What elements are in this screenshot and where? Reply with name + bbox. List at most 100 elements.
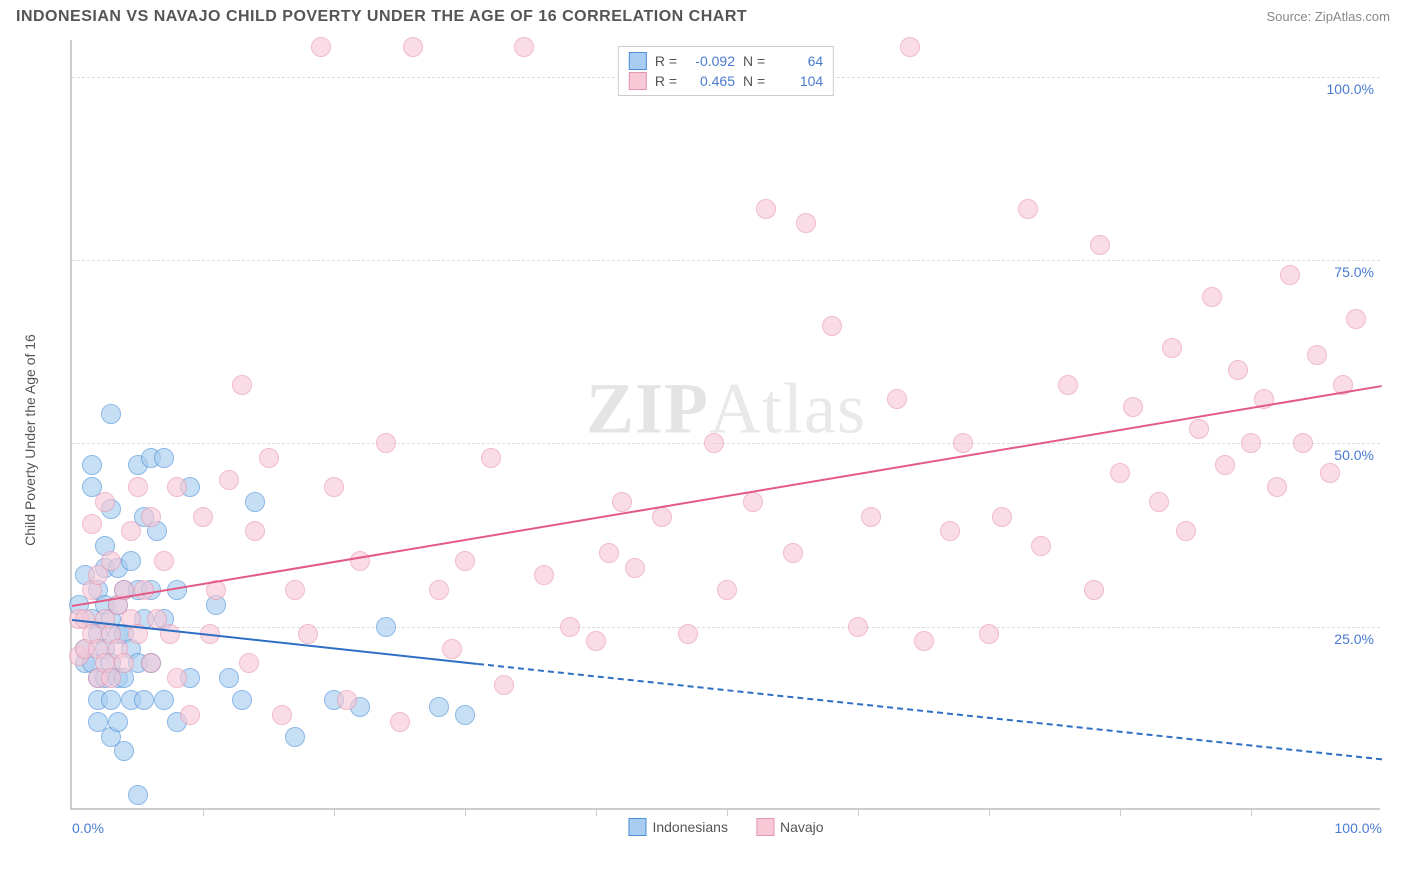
- stats-row-indonesians: R = -0.092 N = 64: [629, 51, 823, 71]
- scatter-point-navajo: [1202, 287, 1222, 307]
- scatter-point-navajo: [160, 624, 180, 644]
- scatter-point-indonesians: [101, 404, 121, 424]
- scatter-point-navajo: [134, 580, 154, 600]
- scatter-point-navajo: [1320, 463, 1340, 483]
- scatter-point-indonesians: [219, 668, 239, 688]
- x-tick-label: 100.0%: [1335, 820, 1382, 836]
- scatter-point-navajo: [1346, 309, 1366, 329]
- n-label: N =: [743, 73, 765, 89]
- swatch-navajo: [756, 818, 774, 836]
- scatter-point-indonesians: [82, 455, 102, 475]
- scatter-point-navajo: [717, 580, 737, 600]
- y-tick-label: 75.0%: [1334, 264, 1374, 280]
- chart-title: INDONESIAN VS NAVAJO CHILD POVERTY UNDER…: [16, 8, 747, 26]
- scatter-point-navajo: [1267, 477, 1287, 497]
- header: INDONESIAN VS NAVAJO CHILD POVERTY UNDER…: [0, 0, 1406, 30]
- scatter-point-navajo: [167, 668, 187, 688]
- gridline-h: [72, 443, 1380, 444]
- scatter-point-indonesians: [429, 697, 449, 717]
- y-tick-label: 100.0%: [1327, 81, 1374, 97]
- scatter-point-navajo: [403, 37, 423, 57]
- scatter-point-indonesians: [154, 690, 174, 710]
- swatch-indonesians: [628, 818, 646, 836]
- source-attribution: Source: ZipAtlas.com: [1266, 9, 1390, 24]
- scatter-point-navajo: [1176, 521, 1196, 541]
- y-tick-label: 25.0%: [1334, 631, 1374, 647]
- scatter-point-navajo: [1058, 375, 1078, 395]
- scatter-point-navajo: [193, 507, 213, 527]
- scatter-point-navajo: [219, 470, 239, 490]
- r-value-indonesians: -0.092: [685, 53, 735, 69]
- scatter-point-navajo: [455, 551, 475, 571]
- scatter-point-navajo: [429, 580, 449, 600]
- scatter-point-navajo: [1189, 419, 1209, 439]
- scatter-point-navajo: [239, 653, 259, 673]
- scatter-point-navajo: [1162, 338, 1182, 358]
- source-prefix: Source:: [1266, 9, 1314, 24]
- scatter-point-navajo: [1123, 397, 1143, 417]
- scatter-point-navajo: [783, 543, 803, 563]
- scatter-point-navajo: [900, 37, 920, 57]
- scatter-point-navajo: [822, 316, 842, 336]
- watermark: ZIPAtlas: [586, 367, 866, 450]
- scatter-point-navajo: [1110, 463, 1130, 483]
- scatter-point-navajo: [652, 507, 672, 527]
- scatter-point-navajo: [514, 37, 534, 57]
- scatter-point-indonesians: [121, 551, 141, 571]
- scatter-point-navajo: [887, 389, 907, 409]
- scatter-point-indonesians: [232, 690, 252, 710]
- scatter-point-navajo: [756, 199, 776, 219]
- scatter-point-navajo: [599, 543, 619, 563]
- x-tick: [465, 808, 466, 816]
- scatter-point-navajo: [992, 507, 1012, 527]
- scatter-point-navajo: [154, 551, 174, 571]
- scatter-point-navajo: [311, 37, 331, 57]
- scatter-point-navajo: [1228, 360, 1248, 380]
- scatter-point-navajo: [1084, 580, 1104, 600]
- scatter-point-navajo: [272, 705, 292, 725]
- legend-label-indonesians: Indonesians: [652, 819, 728, 835]
- scatter-point-navajo: [232, 375, 252, 395]
- scatter-point-navajo: [1031, 536, 1051, 556]
- r-label: R =: [655, 73, 677, 89]
- stats-box: R = -0.092 N = 64 R = 0.465 N = 104: [618, 46, 834, 96]
- scatter-point-navajo: [141, 653, 161, 673]
- trend-line-dashed: [478, 663, 1382, 760]
- scatter-point-navajo: [180, 705, 200, 725]
- scatter-point-navajo: [121, 521, 141, 541]
- scatter-point-indonesians: [108, 712, 128, 732]
- scatter-point-navajo: [82, 514, 102, 534]
- y-tick-label: 50.0%: [1334, 447, 1374, 463]
- scatter-point-navajo: [95, 492, 115, 512]
- scatter-point-navajo: [259, 448, 279, 468]
- scatter-point-navajo: [940, 521, 960, 541]
- scatter-point-indonesians: [101, 690, 121, 710]
- scatter-point-navajo: [1293, 433, 1313, 453]
- scatter-point-navajo: [1241, 433, 1261, 453]
- n-value-indonesians: 64: [773, 53, 823, 69]
- swatch-indonesians: [629, 52, 647, 70]
- scatter-point-navajo: [796, 213, 816, 233]
- scatter-point-navajo: [678, 624, 698, 644]
- scatter-point-navajo: [167, 477, 187, 497]
- x-tick: [1120, 808, 1121, 816]
- trend-line: [72, 385, 1382, 607]
- source-link[interactable]: ZipAtlas.com: [1315, 9, 1390, 24]
- scatter-point-indonesians: [376, 617, 396, 637]
- y-axis-title: Child Poverty Under the Age of 16: [22, 334, 38, 546]
- scatter-point-navajo: [560, 617, 580, 637]
- x-tick: [1251, 808, 1252, 816]
- legend-item-indonesians: Indonesians: [628, 818, 728, 836]
- scatter-point-navajo: [861, 507, 881, 527]
- scatter-point-navajo: [914, 631, 934, 651]
- x-tick: [203, 808, 204, 816]
- scatter-point-navajo: [245, 521, 265, 541]
- scatter-point-navajo: [1307, 345, 1327, 365]
- scatter-point-navajo: [442, 639, 462, 659]
- scatter-point-navajo: [1280, 265, 1300, 285]
- x-tick: [596, 808, 597, 816]
- scatter-point-navajo: [1149, 492, 1169, 512]
- swatch-navajo: [629, 72, 647, 90]
- bottom-legend: Indonesians Navajo: [628, 818, 823, 836]
- scatter-point-indonesians: [154, 448, 174, 468]
